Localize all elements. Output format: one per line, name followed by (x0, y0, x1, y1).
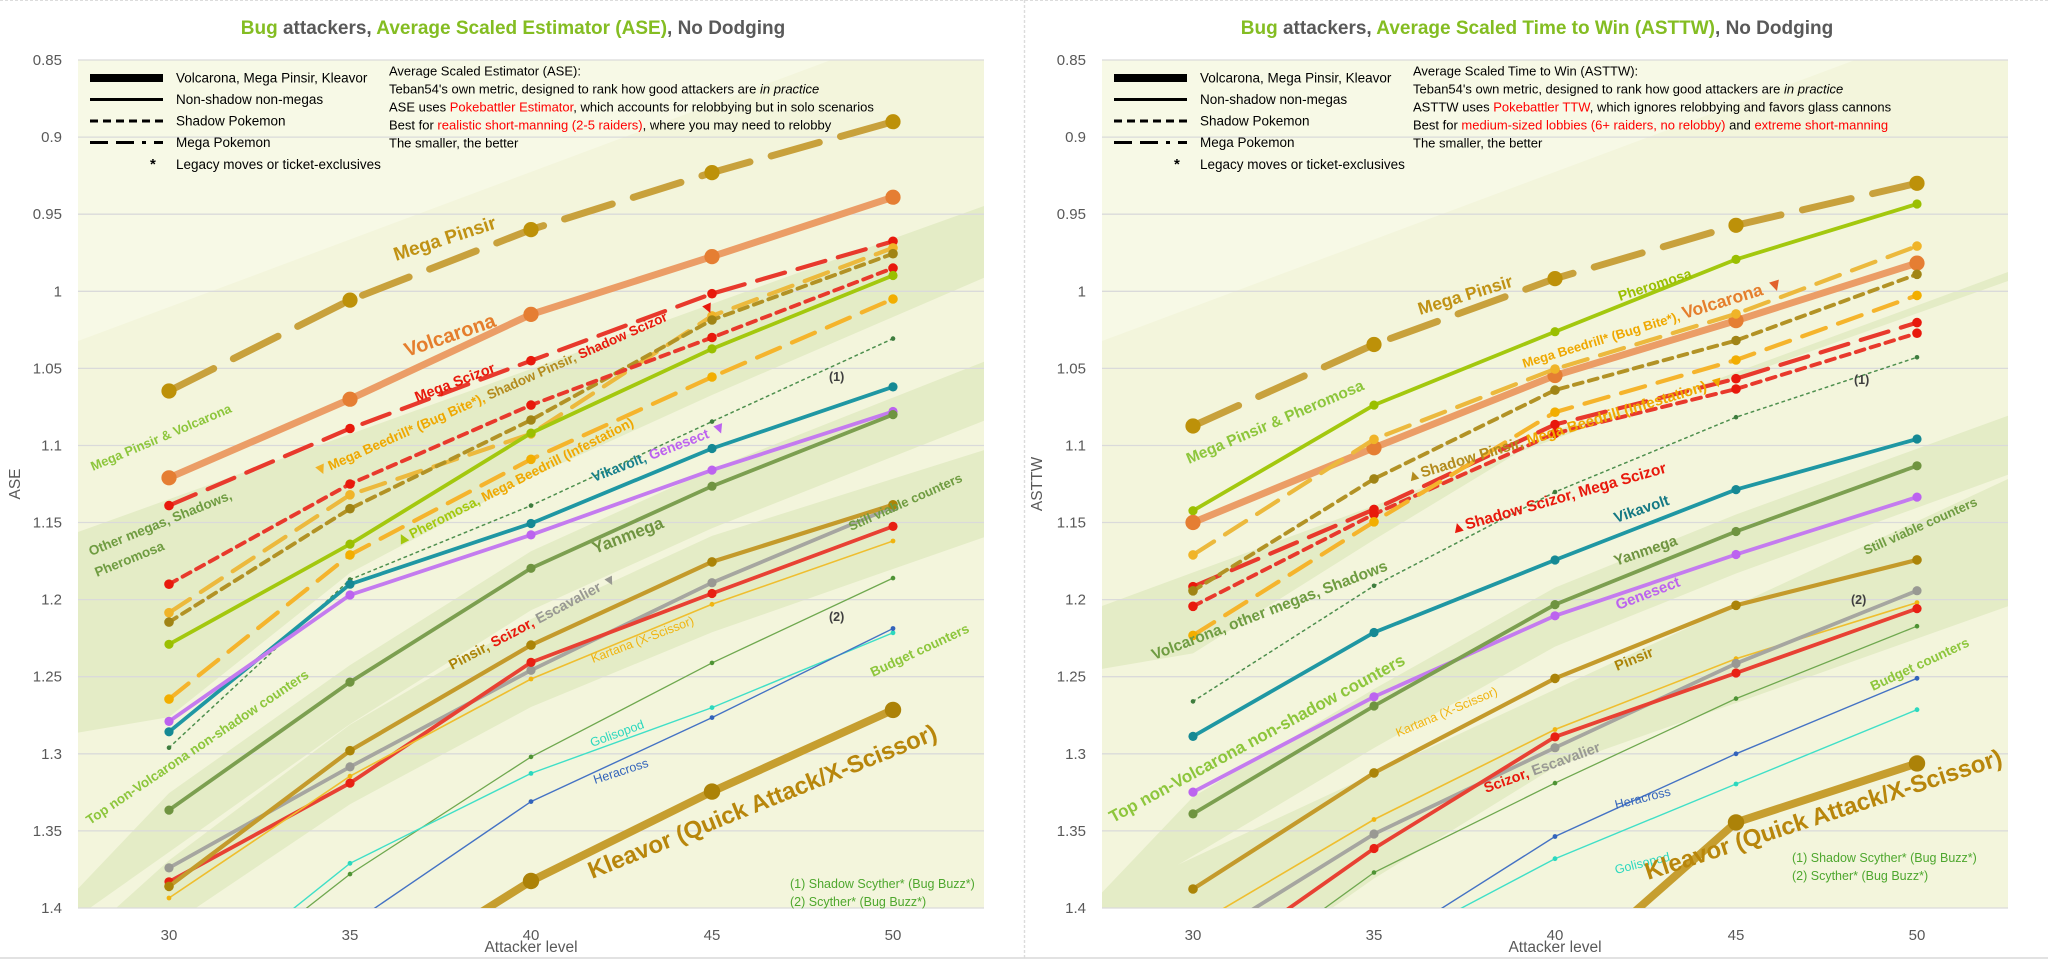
svg-text:0.95: 0.95 (33, 206, 62, 223)
svg-text:*: * (150, 156, 156, 173)
svg-text:1.2: 1.2 (1065, 592, 1086, 609)
svg-text:1.35: 1.35 (1057, 823, 1086, 840)
svg-text:0.85: 0.85 (1057, 52, 1086, 69)
svg-text:1.15: 1.15 (33, 515, 62, 532)
svg-text:Shadow Pokemon: Shadow Pokemon (176, 114, 286, 129)
svg-text:45: 45 (1728, 927, 1745, 944)
svg-text:Volcarona, Mega Pinsir, Kleavo: Volcarona, Mega Pinsir, Kleavor (1200, 71, 1392, 86)
svg-text:30: 30 (161, 927, 178, 944)
svg-text:1.4: 1.4 (41, 900, 62, 917)
svg-text:(1) Shadow Scyther* (Bug Buzz*: (1) Shadow Scyther* (Bug Buzz*) (790, 877, 975, 891)
svg-text:ASE uses Pokebattler Estimator: ASE uses Pokebattler Estimator, which ac… (389, 100, 874, 115)
svg-text:Bug attackers, Average Scaled: Bug attackers, Average Scaled Time to Wi… (1241, 18, 1833, 39)
svg-text:1.25: 1.25 (33, 669, 62, 686)
svg-text:35: 35 (1366, 927, 1383, 944)
svg-text:(2): (2) (829, 610, 844, 624)
svg-text:Mega Pokemon: Mega Pokemon (1200, 135, 1295, 150)
svg-text:(1) Shadow Scyther* (Bug Buzz*: (1) Shadow Scyther* (Bug Buzz*) (1792, 851, 1977, 865)
svg-text:(1): (1) (1854, 373, 1869, 387)
svg-text:Best for realistic short-manni: Best for realistic short-manning (2-5 ra… (389, 118, 832, 133)
svg-text:Non-shadow non-megas: Non-shadow non-megas (176, 92, 323, 107)
svg-text:The smaller, the better: The smaller, the better (1413, 136, 1543, 151)
svg-text:1.25: 1.25 (1057, 669, 1086, 686)
svg-text:Best for medium-sized lobbies: Best for medium-sized lobbies (6+ raider… (1413, 118, 1888, 133)
svg-text:0.95: 0.95 (1057, 206, 1086, 223)
svg-text:Teban54's own metric, designed: Teban54's own metric, designed to rank h… (1413, 82, 1843, 97)
svg-text:1.2: 1.2 (41, 592, 62, 609)
svg-text:45: 45 (704, 927, 721, 944)
svg-text:▼: ▼ (698, 298, 719, 320)
svg-text:1.05: 1.05 (33, 360, 62, 377)
svg-text:Volcarona, Mega Pinsir, Kleavo: Volcarona, Mega Pinsir, Kleavor (176, 71, 368, 86)
svg-text:(2) Scyther* (Bug Buzz*): (2) Scyther* (Bug Buzz*) (1792, 869, 1928, 883)
svg-text:1: 1 (1078, 283, 1086, 300)
svg-text:1.05: 1.05 (1057, 360, 1086, 377)
svg-text:Average Scaled Time to Win (AS: Average Scaled Time to Win (ASTTW): (1413, 64, 1638, 79)
svg-text:ASTTW uses Pokebattler TTW, wh: ASTTW uses Pokebattler TTW, which ignore… (1413, 100, 1892, 115)
svg-text:ASTTW: ASTTW (1029, 457, 1046, 512)
svg-text:Shadow Pokemon: Shadow Pokemon (1200, 114, 1310, 129)
svg-text:Attacker level: Attacker level (484, 939, 577, 956)
svg-text:50: 50 (1909, 927, 1926, 944)
svg-text:40: 40 (1547, 927, 1564, 944)
svg-text:Mega Pokemon: Mega Pokemon (176, 135, 271, 150)
svg-text:1.1: 1.1 (1065, 438, 1086, 455)
svg-text:50: 50 (885, 927, 902, 944)
svg-text:ASE: ASE (7, 468, 24, 499)
svg-text:Bug attackers, Average Scaled: Bug attackers, Average Scaled Estimator … (241, 18, 785, 39)
svg-text:0.9: 0.9 (1065, 129, 1086, 146)
svg-text:30: 30 (1185, 927, 1202, 944)
svg-text:1.4: 1.4 (1065, 900, 1086, 917)
svg-text:(1): (1) (829, 370, 844, 384)
svg-text:1.35: 1.35 (33, 823, 62, 840)
svg-text:1.15: 1.15 (1057, 515, 1086, 532)
svg-text:Teban54's own metric, designed: Teban54's own metric, designed to rank h… (389, 82, 819, 97)
svg-text:40: 40 (523, 927, 540, 944)
svg-text:Non-shadow non-megas: Non-shadow non-megas (1200, 92, 1347, 107)
svg-text:Attacker level: Attacker level (1508, 939, 1601, 956)
svg-text:The smaller, the better: The smaller, the better (389, 136, 519, 151)
svg-text:*: * (1174, 156, 1180, 173)
svg-text:(2) Scyther* (Bug Buzz*): (2) Scyther* (Bug Buzz*) (790, 895, 926, 909)
svg-text:0.85: 0.85 (33, 52, 62, 69)
svg-text:Legacy moves or ticket-exclusi: Legacy moves or ticket-exclusives (176, 157, 381, 172)
svg-text:1: 1 (54, 283, 62, 300)
svg-text:(2): (2) (1851, 593, 1866, 607)
svg-text:1.1: 1.1 (41, 438, 62, 455)
svg-text:1.3: 1.3 (41, 746, 62, 763)
svg-text:Average Scaled Estimator (ASE): Average Scaled Estimator (ASE): (389, 64, 581, 79)
svg-text:1.3: 1.3 (1065, 746, 1086, 763)
svg-text:35: 35 (342, 927, 359, 944)
svg-text:Legacy moves or ticket-exclusi: Legacy moves or ticket-exclusives (1200, 157, 1405, 172)
svg-text:0.9: 0.9 (41, 129, 62, 146)
